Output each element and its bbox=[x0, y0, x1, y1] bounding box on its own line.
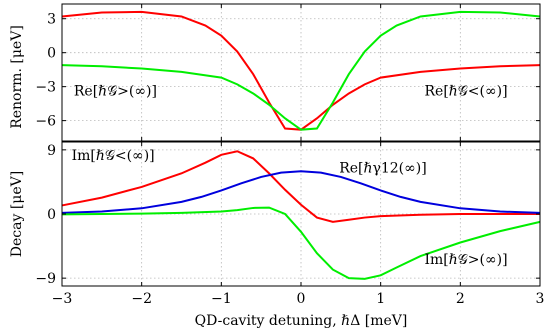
decay-annotation-im-g-greater: Im[ℏ𝒢>(∞)] bbox=[425, 252, 508, 268]
x-tick-label: 1 bbox=[376, 291, 385, 307]
tick-labels: 3 0 −3 −6 9 0 −9 −3 −2 −1 0 1 2 3 bbox=[35, 12, 544, 307]
x-tick-label: −3 bbox=[52, 291, 73, 307]
y-tick-label: 3 bbox=[47, 12, 56, 28]
series-line-decay bbox=[61, 150, 540, 223]
renorm-annotation-re-g-less: Re[ℏ𝒢<(∞)] bbox=[425, 84, 508, 100]
x-tick-label: −2 bbox=[131, 291, 152, 307]
y-tick-label: 9 bbox=[47, 143, 56, 159]
series-lines bbox=[61, 10, 541, 280]
x-axis-label: QD-cavity detuning, ℏΔ [meV] bbox=[195, 313, 408, 329]
y-tick-label: −3 bbox=[35, 80, 56, 96]
axis-ticks bbox=[61, 4, 541, 286]
y-tick-label: −9 bbox=[35, 271, 56, 287]
renorm-panel-y-axis-label: Renorm. [μeV] bbox=[9, 25, 25, 129]
series-line-renorm bbox=[61, 10, 541, 131]
decay-panel-y-axis-label: Decay [μeV] bbox=[9, 171, 25, 257]
x-tick-label: 3 bbox=[536, 291, 545, 307]
series-line-decay bbox=[61, 206, 541, 280]
x-tick-label: 0 bbox=[297, 291, 306, 307]
y-tick-label: 0 bbox=[47, 46, 56, 62]
x-tick-label: −1 bbox=[211, 291, 232, 307]
y-tick-label: 0 bbox=[47, 207, 56, 223]
series-line-decay bbox=[61, 170, 541, 214]
decay-annotation-re-gamma12: Re[ℏγ12(∞)] bbox=[339, 161, 427, 177]
decay-annotation-im-g-less: Im[ℏ𝒢<(∞)] bbox=[72, 148, 155, 164]
series-line-renorm bbox=[61, 10, 541, 131]
renorm-annotation-re-g-greater: Re[ℏ𝒢>(∞)] bbox=[74, 84, 157, 100]
y-tick-label: −6 bbox=[35, 114, 56, 130]
x-tick-label: 2 bbox=[456, 291, 465, 307]
